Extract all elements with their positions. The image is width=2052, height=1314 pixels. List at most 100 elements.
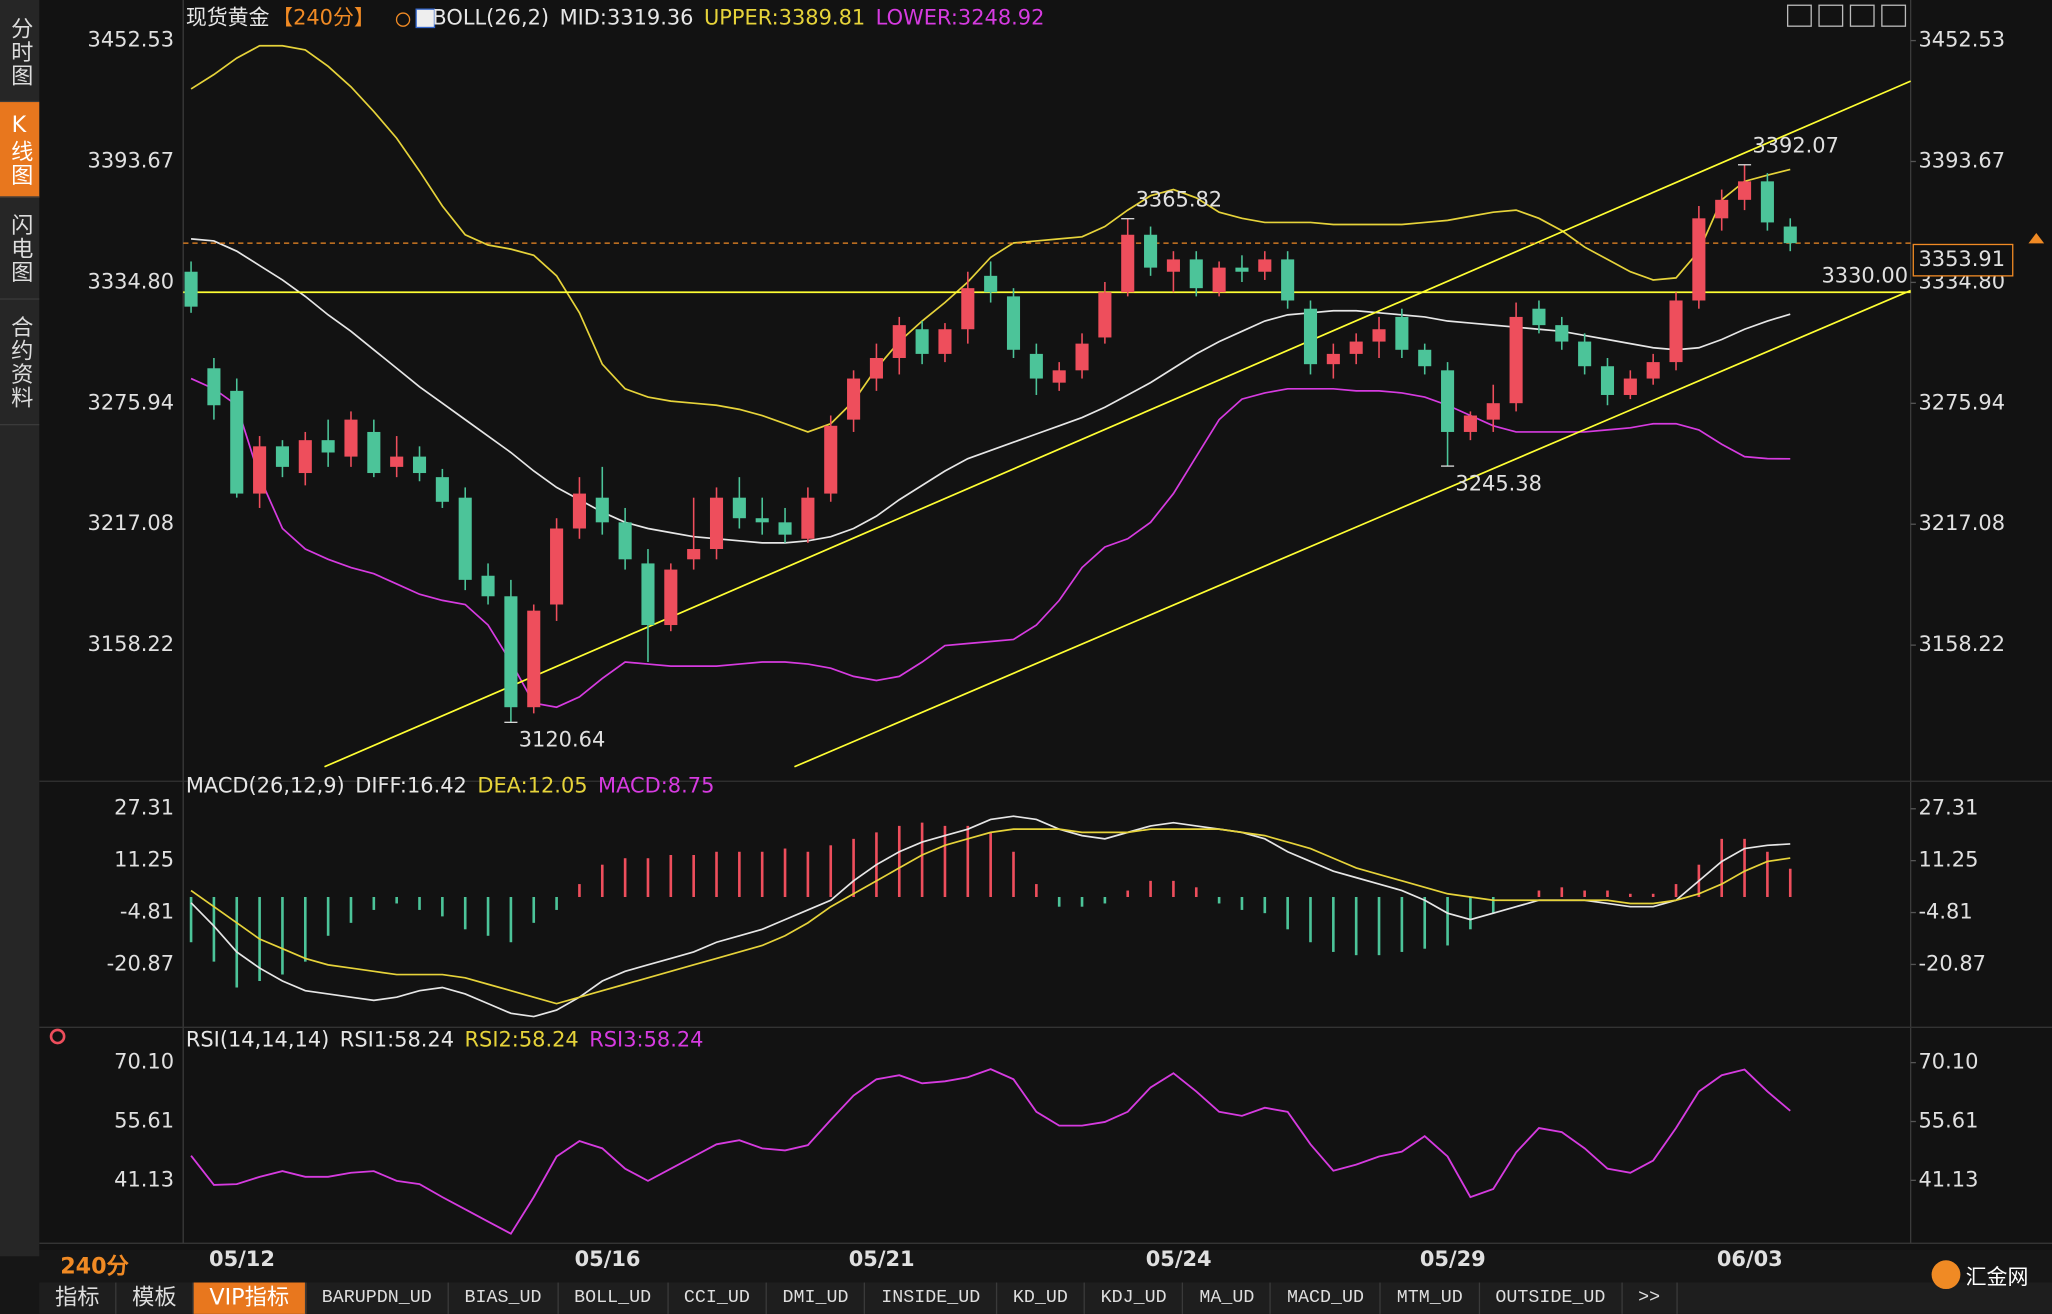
extreme-label: 3245.38 — [1455, 471, 1542, 495]
header-item: UPPER:3389.81 — [704, 5, 865, 29]
candle-body — [1418, 349, 1432, 367]
candle-body — [1098, 292, 1112, 338]
tab[interactable]: VIP指标 — [193, 1282, 307, 1314]
tab[interactable]: OUTSIDE_UD — [1480, 1282, 1623, 1314]
panel-header: 现货黄金 【240分】 BOLL(26,2) MID:3319.36 UPPER:338… — [186, 5, 1045, 29]
tab[interactable]: INSIDE_UD — [866, 1282, 998, 1314]
candle-body — [1715, 199, 1729, 219]
candle-body — [1029, 353, 1043, 379]
tab[interactable]: BARUPDN_UD — [306, 1282, 449, 1314]
y-tick-label: -4.81 — [120, 900, 174, 924]
candle-body — [207, 368, 221, 406]
tab[interactable]: MTM_UD — [1381, 1282, 1480, 1314]
candle-body — [1395, 316, 1409, 350]
candle-body — [961, 288, 975, 330]
candle-body — [1349, 341, 1363, 354]
period-selector[interactable]: 240分 — [60, 1253, 129, 1280]
y-tick-label: 55.61 — [114, 1109, 174, 1133]
candle-body — [344, 419, 358, 457]
tab[interactable]: 模板 — [116, 1282, 194, 1314]
x-tick-label: 05/12 — [209, 1247, 275, 1271]
candle-body — [1600, 366, 1615, 395]
candle-body — [1372, 329, 1386, 342]
side-nav: 分时图 K线图 闪电图 合约资料 — [0, 0, 40, 1257]
candle-body — [458, 497, 472, 580]
candle-body — [1509, 316, 1523, 404]
y-tick-label: 3334.80 — [88, 269, 175, 293]
nav-item[interactable]: 合约资料 — [0, 301, 40, 426]
candle-body — [869, 358, 883, 379]
nav-item[interactable]: 分时图 — [0, 4, 40, 103]
candle-body — [1121, 234, 1135, 293]
nav-item[interactable]: 闪电图 — [0, 199, 40, 300]
macd-line — [190, 815, 1791, 1018]
icon-expand[interactable] — [1881, 4, 1907, 27]
x-tick-label: 05/29 — [1420, 1247, 1486, 1271]
y-tick-label: 41.13 — [114, 1167, 174, 1191]
candle-body — [298, 440, 312, 474]
boll-line — [190, 238, 1791, 544]
candle-body — [1738, 181, 1752, 200]
toolbar-icons — [1786, 4, 1907, 27]
x-tick-label: 05/21 — [849, 1247, 915, 1271]
candle-body — [1258, 259, 1272, 272]
candle-body — [1006, 296, 1021, 350]
tab[interactable]: >> — [1622, 1282, 1678, 1314]
last-price-label: 3353.91 — [1919, 247, 2006, 271]
settings-icon[interactable] — [49, 1028, 66, 1045]
extreme-label: 3120.64 — [519, 728, 606, 752]
tab[interactable]: CCI_UD — [668, 1282, 767, 1314]
candle-body — [1783, 226, 1797, 244]
candle-body — [184, 271, 198, 307]
trend-line — [324, 80, 1911, 768]
tab[interactable]: MACD_UD — [1271, 1282, 1382, 1314]
y-tick-label-right: 3452.53 — [1919, 28, 2006, 52]
boll-line — [190, 377, 1791, 709]
header-item: 【240分】 — [272, 5, 375, 29]
header-item: MACD(26,12,9) — [186, 774, 345, 798]
candle-body — [321, 440, 335, 453]
candle-body — [1052, 370, 1066, 383]
candle-body — [435, 477, 449, 502]
candle-body — [481, 575, 495, 597]
y-tick-label: 3393.67 — [88, 148, 175, 172]
tab[interactable]: KD_UD — [997, 1282, 1085, 1314]
extreme-label: 3365.82 — [1136, 187, 1223, 211]
candle-body — [1578, 341, 1592, 367]
icon-forward[interactable] — [1849, 4, 1875, 27]
candle-body — [1189, 259, 1203, 289]
y-tick-label: 27.31 — [114, 796, 174, 820]
indicator-tabs: 指标 模板 VIP指标 BARUPDN_UD BIAS_UD BOLL_UD CCI_UD D… — [39, 1282, 2052, 1314]
candle-body — [664, 569, 678, 626]
tab[interactable]: 指标 — [39, 1282, 117, 1314]
header-item: RSI3:58.24 — [589, 1027, 703, 1051]
nav-item[interactable]: K线图 — [0, 102, 40, 198]
tab[interactable]: BIAS_UD — [449, 1282, 559, 1314]
tab[interactable]: DMI_UD — [767, 1282, 866, 1314]
header-item: BOLL(26,2) — [432, 5, 549, 29]
panel-header: RSI(14,14,14) RSI1:58.24 RSI2:58.24 RSI3:58… — [186, 1027, 704, 1051]
y-tick-label-right: 3275.94 — [1919, 390, 2006, 414]
y-tick-label: 3452.53 — [88, 28, 175, 52]
macd-line — [190, 828, 1791, 1005]
candle-body — [1144, 234, 1158, 268]
tab[interactable]: BOLL_UD — [558, 1282, 669, 1314]
icon-columns[interactable] — [1818, 4, 1844, 27]
candle-body — [1486, 403, 1500, 420]
boll-icon — [415, 8, 436, 29]
y-tick-label: 3217.08 — [88, 511, 175, 535]
candle-body — [824, 425, 838, 494]
candle-body — [572, 493, 586, 529]
last-price-box — [1912, 243, 2014, 277]
candle-body — [801, 497, 815, 539]
candle-body — [253, 446, 267, 494]
x-tick-label: 05/24 — [1146, 1247, 1212, 1271]
tab[interactable]: KDJ_UD — [1085, 1282, 1184, 1314]
add-icon[interactable] — [395, 12, 411, 27]
tab[interactable]: MA_UD — [1184, 1282, 1272, 1314]
icon-layout[interactable] — [1786, 4, 1812, 27]
header-item: RSI1:58.24 — [340, 1027, 454, 1051]
y-tick-label: 3158.22 — [88, 632, 175, 656]
candle-body — [641, 563, 655, 626]
extreme-label: 3392.07 — [1752, 133, 1839, 157]
